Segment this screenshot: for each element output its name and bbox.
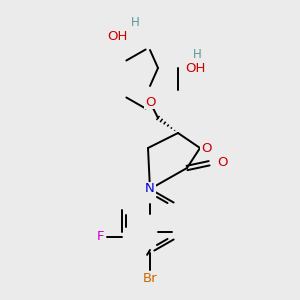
Text: O: O [145,95,155,109]
Text: F: F [97,230,105,244]
Text: Br: Br [143,272,157,284]
Text: O: O [217,157,227,169]
Text: H: H [193,49,201,62]
Text: H: H [130,16,140,28]
Text: O: O [201,142,211,154]
Text: OH: OH [185,61,206,74]
Text: N: N [145,182,155,196]
Text: OH: OH [108,29,128,43]
